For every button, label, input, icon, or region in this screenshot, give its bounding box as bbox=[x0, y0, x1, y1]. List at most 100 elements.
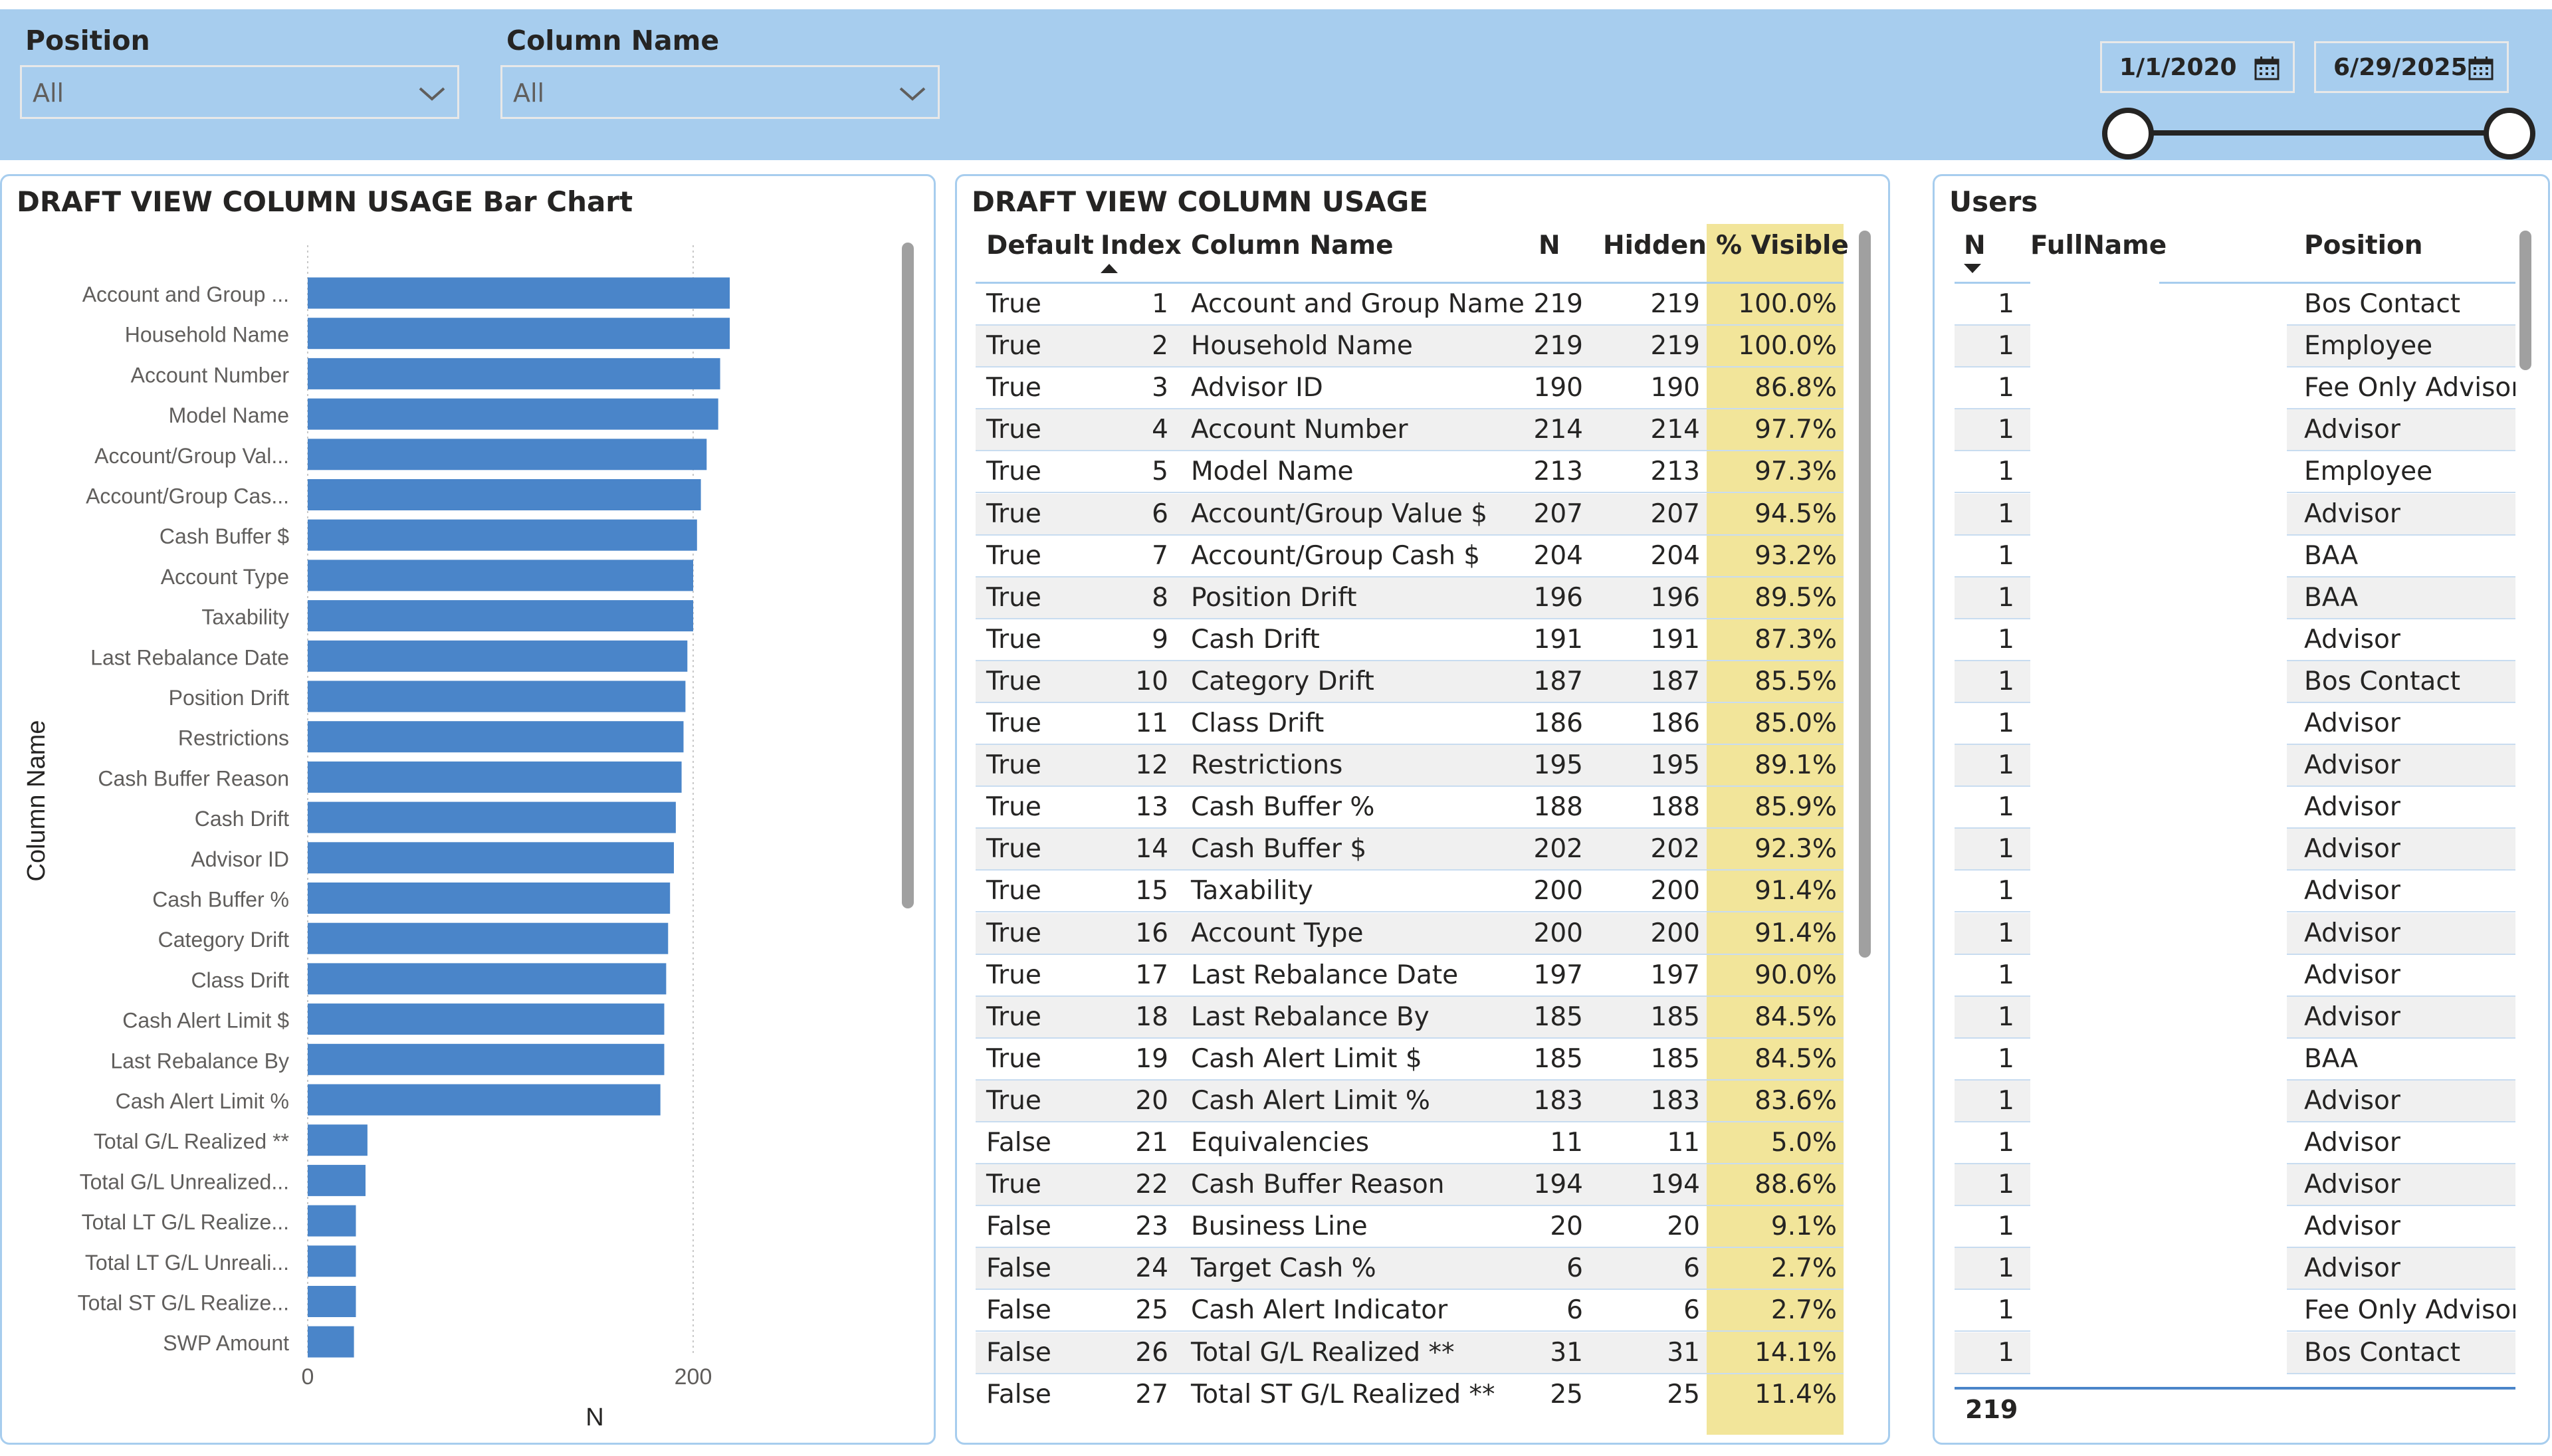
table-row[interactable]: True 18 Last Rebalance By 185 185 84.5% bbox=[976, 996, 1844, 1039]
bar[interactable] bbox=[308, 398, 718, 430]
bar[interactable] bbox=[308, 963, 667, 995]
table-row[interactable]: 1 Advisor bbox=[1955, 955, 2515, 997]
table-row[interactable]: 1 BAA bbox=[1955, 1039, 2515, 1081]
table-row[interactable]: True 17 Last Rebalance Date 197 197 90.0% bbox=[976, 955, 1844, 997]
calendar-icon[interactable] bbox=[2254, 56, 2280, 80]
table-row[interactable]: True 16 Account Type 200 200 91.4% bbox=[976, 912, 1844, 955]
table-row[interactable]: False 27 Total ST G/L Realized ** 25 25 11.4% bbox=[976, 1374, 1837, 1405]
table-row[interactable]: True 15 Taxability 200 200 91.4% bbox=[976, 871, 1844, 913]
table-row[interactable]: 1 Advisor bbox=[1955, 1122, 2515, 1164]
table-row[interactable]: True 6 Account/Group Value $ 207 207 94.5% bbox=[976, 493, 1844, 536]
header-n[interactable]: N bbox=[1964, 231, 1986, 260]
table-row[interactable]: True 8 Position Drift 196 196 89.5% bbox=[976, 577, 1844, 619]
bar[interactable] bbox=[308, 721, 684, 753]
bar[interactable] bbox=[308, 883, 671, 914]
table-row[interactable]: False 25 Cash Alert Indicator 6 6 2.7% bbox=[976, 1290, 1844, 1332]
bar[interactable] bbox=[308, 640, 688, 672]
table-row[interactable]: False 26 Total G/L Realized ** 31 31 14.1% bbox=[976, 1332, 1844, 1374]
table-row[interactable]: 1 BAA bbox=[1955, 577, 2515, 619]
column-name-dropdown[interactable]: All bbox=[500, 65, 940, 119]
usage-table-scrollbar[interactable] bbox=[1859, 231, 1871, 958]
end-date-input[interactable]: 6/29/2025 bbox=[2314, 41, 2509, 93]
bar[interactable] bbox=[308, 1043, 665, 1075]
table-row[interactable]: True 7 Account/Group Cash $ 204 204 93.2% bbox=[976, 536, 1844, 577]
bar[interactable] bbox=[308, 761, 682, 793]
table-row[interactable]: 1 Advisor bbox=[1955, 619, 2515, 661]
table-row[interactable]: True 12 Restrictions 195 195 89.1% bbox=[976, 745, 1844, 787]
bar[interactable] bbox=[308, 318, 730, 350]
bar[interactable] bbox=[308, 680, 686, 712]
table-row[interactable]: 1 Advisor bbox=[1955, 1080, 2515, 1122]
table-row[interactable]: True 14 Cash Buffer $ 202 202 92.3% bbox=[976, 829, 1844, 871]
table-row[interactable]: 1 Advisor bbox=[1955, 829, 2515, 871]
table-row[interactable]: 1 Fee Only Advisor bbox=[1955, 367, 2515, 410]
table-row[interactable]: 1 Advisor bbox=[1955, 1248, 2515, 1291]
table-row[interactable]: 1 Employee bbox=[1955, 326, 2515, 368]
table-row[interactable]: True 13 Cash Buffer % 188 188 85.9% bbox=[976, 787, 1844, 829]
bar[interactable] bbox=[308, 1286, 356, 1317]
table-row[interactable]: 1 Advisor bbox=[1955, 1206, 2515, 1249]
table-row[interactable]: False 23 Business Line 20 20 9.1% bbox=[976, 1206, 1844, 1249]
header-position[interactable]: Position bbox=[2304, 231, 2423, 260]
table-row[interactable]: False 24 Target Cash % 6 6 2.7% bbox=[976, 1248, 1844, 1291]
header-fullname[interactable]: FullName bbox=[2030, 231, 2167, 260]
header-hidden[interactable]: Hidden bbox=[1603, 231, 1707, 260]
table-row[interactable]: True 5 Model Name 213 213 97.3% bbox=[976, 451, 1844, 494]
position-dropdown[interactable]: All bbox=[20, 65, 459, 119]
start-date-input[interactable]: 1/1/2020 bbox=[2100, 41, 2295, 93]
bar[interactable] bbox=[308, 1164, 366, 1196]
table-row[interactable]: True 19 Cash Alert Limit $ 185 185 84.5% bbox=[976, 1039, 1844, 1081]
bar[interactable] bbox=[308, 358, 720, 389]
header-default[interactable]: Default bbox=[986, 231, 1094, 260]
table-row[interactable]: 1 Fee Only Advisor bbox=[1955, 1290, 2515, 1332]
header-column-name[interactable]: Column Name bbox=[1191, 231, 1394, 260]
bar[interactable] bbox=[308, 519, 697, 551]
table-row[interactable]: True 20 Cash Alert Limit % 183 183 83.6% bbox=[976, 1080, 1844, 1122]
table-row[interactable]: False 21 Equivalencies 11 11 5.0% bbox=[976, 1122, 1844, 1164]
table-row[interactable]: True 22 Cash Buffer Reason 194 194 88.6% bbox=[976, 1164, 1844, 1207]
bar[interactable] bbox=[308, 277, 730, 309]
table-row[interactable]: True 4 Account Number 214 214 97.7% bbox=[976, 409, 1844, 452]
table-row[interactable]: 1 Advisor bbox=[1955, 745, 2515, 787]
bar[interactable] bbox=[308, 1084, 661, 1116]
table-row[interactable]: 1 Advisor bbox=[1955, 1164, 2515, 1207]
table-row[interactable]: True 1 Account and Group Name 219 219 100.0% bbox=[976, 284, 1844, 326]
bar[interactable] bbox=[308, 1124, 368, 1156]
bar[interactable] bbox=[308, 1326, 354, 1358]
header-index[interactable]: Index bbox=[1101, 231, 1182, 260]
header-visible[interactable]: % Visible bbox=[1716, 231, 1849, 260]
table-row[interactable]: 1 Bos Contact bbox=[1955, 284, 2515, 326]
table-row[interactable]: 1 Advisor bbox=[1955, 787, 2515, 829]
table-row[interactable]: True 2 Household Name 219 219 100.0% bbox=[976, 326, 1844, 368]
users-table-scrollbar[interactable] bbox=[2519, 231, 2531, 370]
calendar-icon[interactable] bbox=[2468, 56, 2494, 80]
header-n[interactable]: N bbox=[1539, 231, 1560, 260]
table-row[interactable]: 1 Advisor bbox=[1955, 912, 2515, 955]
table-row[interactable]: 1 Bos Contact bbox=[1955, 1332, 2515, 1374]
date-range-slider-track[interactable] bbox=[2128, 130, 2511, 136]
bar[interactable] bbox=[308, 600, 693, 632]
table-row[interactable]: 1 Advisor bbox=[1955, 871, 2515, 913]
table-row[interactable]: 1 Advisor bbox=[1955, 409, 2515, 452]
table-row[interactable]: True 3 Advisor ID 190 190 86.8% bbox=[976, 367, 1844, 410]
table-row[interactable]: True 10 Category Drift 187 187 85.5% bbox=[976, 661, 1844, 703]
bar[interactable] bbox=[308, 801, 676, 833]
table-row[interactable]: 1 Employee bbox=[1955, 451, 2515, 494]
bar[interactable] bbox=[308, 842, 674, 874]
table-row[interactable]: 1 Advisor bbox=[1955, 703, 2515, 745]
table-row[interactable]: True 9 Cash Drift 191 191 87.3% bbox=[976, 619, 1844, 661]
table-row[interactable]: 1 Advisor bbox=[1955, 996, 2515, 1039]
bar[interactable] bbox=[308, 922, 669, 954]
bar-chart-scrollbar[interactable] bbox=[902, 243, 914, 908]
bar[interactable] bbox=[308, 479, 701, 510]
table-row[interactable]: 1 BAA bbox=[1955, 536, 2515, 577]
bar[interactable] bbox=[308, 1205, 356, 1237]
table-row[interactable]: 1 Bos Contact bbox=[1955, 661, 2515, 703]
date-range-start-handle[interactable] bbox=[2102, 108, 2154, 159]
date-range-end-handle[interactable] bbox=[2484, 108, 2535, 159]
table-row[interactable]: True 11 Class Drift 186 186 85.0% bbox=[976, 703, 1844, 745]
bar[interactable] bbox=[308, 560, 693, 591]
bar[interactable] bbox=[308, 439, 707, 470]
table-row[interactable]: 1 Advisor bbox=[1955, 493, 2515, 536]
bar[interactable] bbox=[308, 1245, 356, 1277]
